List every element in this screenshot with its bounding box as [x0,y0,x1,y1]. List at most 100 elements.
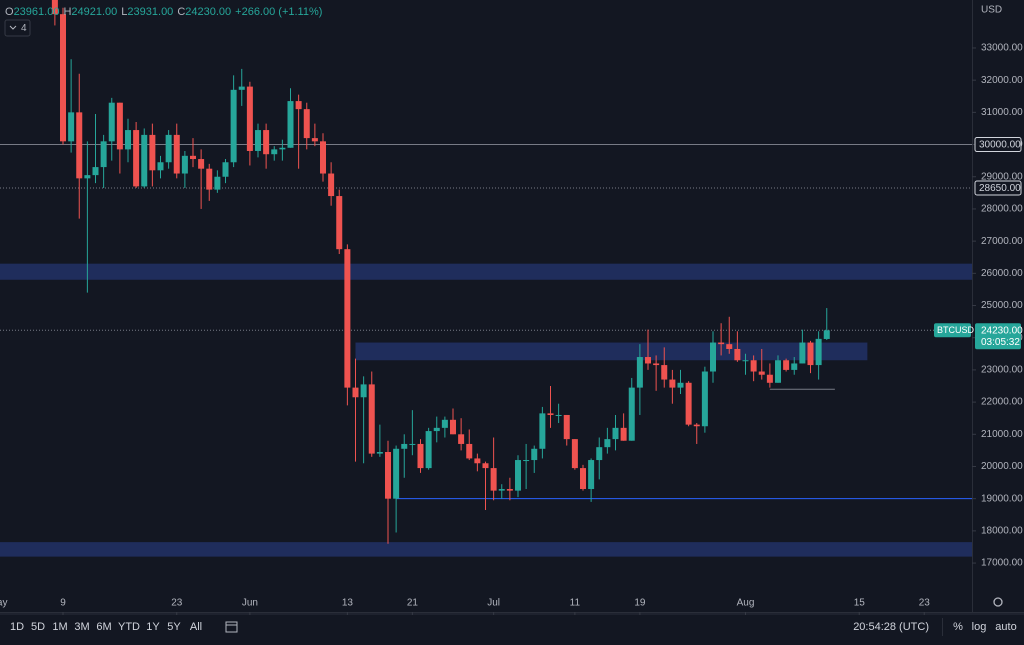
candle-body [620,427,627,441]
legend-key: C [177,6,185,18]
candle-body [563,414,570,440]
candle-body [263,130,270,155]
y-tick-label: 33000.00 [981,43,1023,54]
candle-body [726,344,733,349]
candle-body [271,149,278,155]
candle-body [523,460,530,462]
scale-option[interactable]: % [953,621,963,633]
indicator-toggle[interactable]: 4 [4,19,31,37]
last-price-box [975,323,1021,350]
range-button[interactable]: All [190,621,202,633]
range-button[interactable]: 1D [10,621,24,633]
y-tick-label: 27000.00 [981,236,1023,247]
candle-body [506,489,513,491]
x-tick-label: 9 [60,598,66,609]
candle-body [450,419,456,435]
candle-body [255,130,261,151]
candle-body [799,342,806,364]
candle-body [230,89,237,163]
candle-body [466,443,473,459]
calendar-icon[interactable] [225,621,238,633]
last-price-label: 24230.00 [981,325,1023,336]
candle-body [807,342,814,366]
y-tick-label: 19000.00 [981,493,1023,504]
legend-value: 24230.00 [185,6,231,18]
candle-body [133,130,140,187]
currency-label[interactable]: USD [981,5,1002,16]
settings-icon[interactable] [993,597,1003,607]
candle-body [238,86,245,90]
candle-body [320,141,326,174]
clock: 20:54:28 (UTC) [853,621,929,633]
candle-body [51,0,58,15]
price-tag-label: 28650.00 [979,183,1021,194]
candle-body [311,138,318,142]
candle-body [328,173,335,197]
candle-body [490,468,497,491]
x-tick-label: Jun [242,598,258,609]
candle-body [555,414,562,416]
range-button[interactable]: 1Y [146,621,160,633]
candle-body [441,419,448,428]
candle-body [295,101,302,110]
x-tick-label: 11 [570,598,581,609]
candle-body [775,360,781,383]
range-button[interactable]: 5Y [167,621,181,633]
candle-body [547,413,554,415]
x-tick-label: 21 [407,598,419,609]
candle-body [336,196,343,250]
candle-body [173,134,180,174]
range-button[interactable]: YTD [118,621,140,633]
candle-body [68,112,75,142]
candle-body [246,86,253,151]
zone [0,263,972,280]
candle-body [636,357,643,388]
candle-body [783,360,790,370]
x-tick-label: 15 [854,598,866,609]
candle-body [417,443,424,469]
candle-body [758,371,765,375]
candle-body [409,443,416,445]
y-tick-label: 22000.00 [981,397,1023,408]
candle-body [433,427,440,432]
candle-body [165,134,172,163]
x-tick-label: 23 [171,598,183,609]
range-button[interactable]: 1M [52,621,67,633]
candle-body [401,443,408,449]
candle-body [750,360,757,372]
candle-body [596,447,603,461]
candle-body [718,342,725,345]
candle-body [734,348,741,361]
y-tick-label: 25000.00 [981,300,1023,311]
y-tick-label: 20000.00 [981,461,1023,472]
candle-body [693,424,700,427]
candle-body [612,427,619,440]
x-tick-label: 23 [919,598,931,609]
candle-body [360,384,367,398]
candle-body [645,357,651,364]
range-button[interactable]: 3M [74,621,89,633]
candle-body [677,382,684,388]
indicator-count: 4 [21,23,27,34]
candle-body [604,439,611,448]
range-button[interactable]: 6M [96,621,111,633]
candle-body [100,141,107,168]
candle-body [661,365,668,380]
candle-body [515,460,521,491]
y-tick-label: 28000.00 [981,204,1023,215]
legend-value: 23961.00 [14,6,60,18]
range-button[interactable]: 5D [31,621,45,633]
x-tick-label: 13 [342,598,354,609]
legend-change: +266.00 (+1.11%) [235,6,322,18]
candle-body [287,101,294,148]
scale-option[interactable]: auto [995,621,1016,633]
scale-option[interactable]: log [972,621,987,633]
legend-key: O [5,6,14,18]
y-tick-label: 29000.00 [981,171,1023,182]
candle-body [222,162,229,177]
legend-key: H [63,6,71,18]
candle-body [149,134,156,171]
